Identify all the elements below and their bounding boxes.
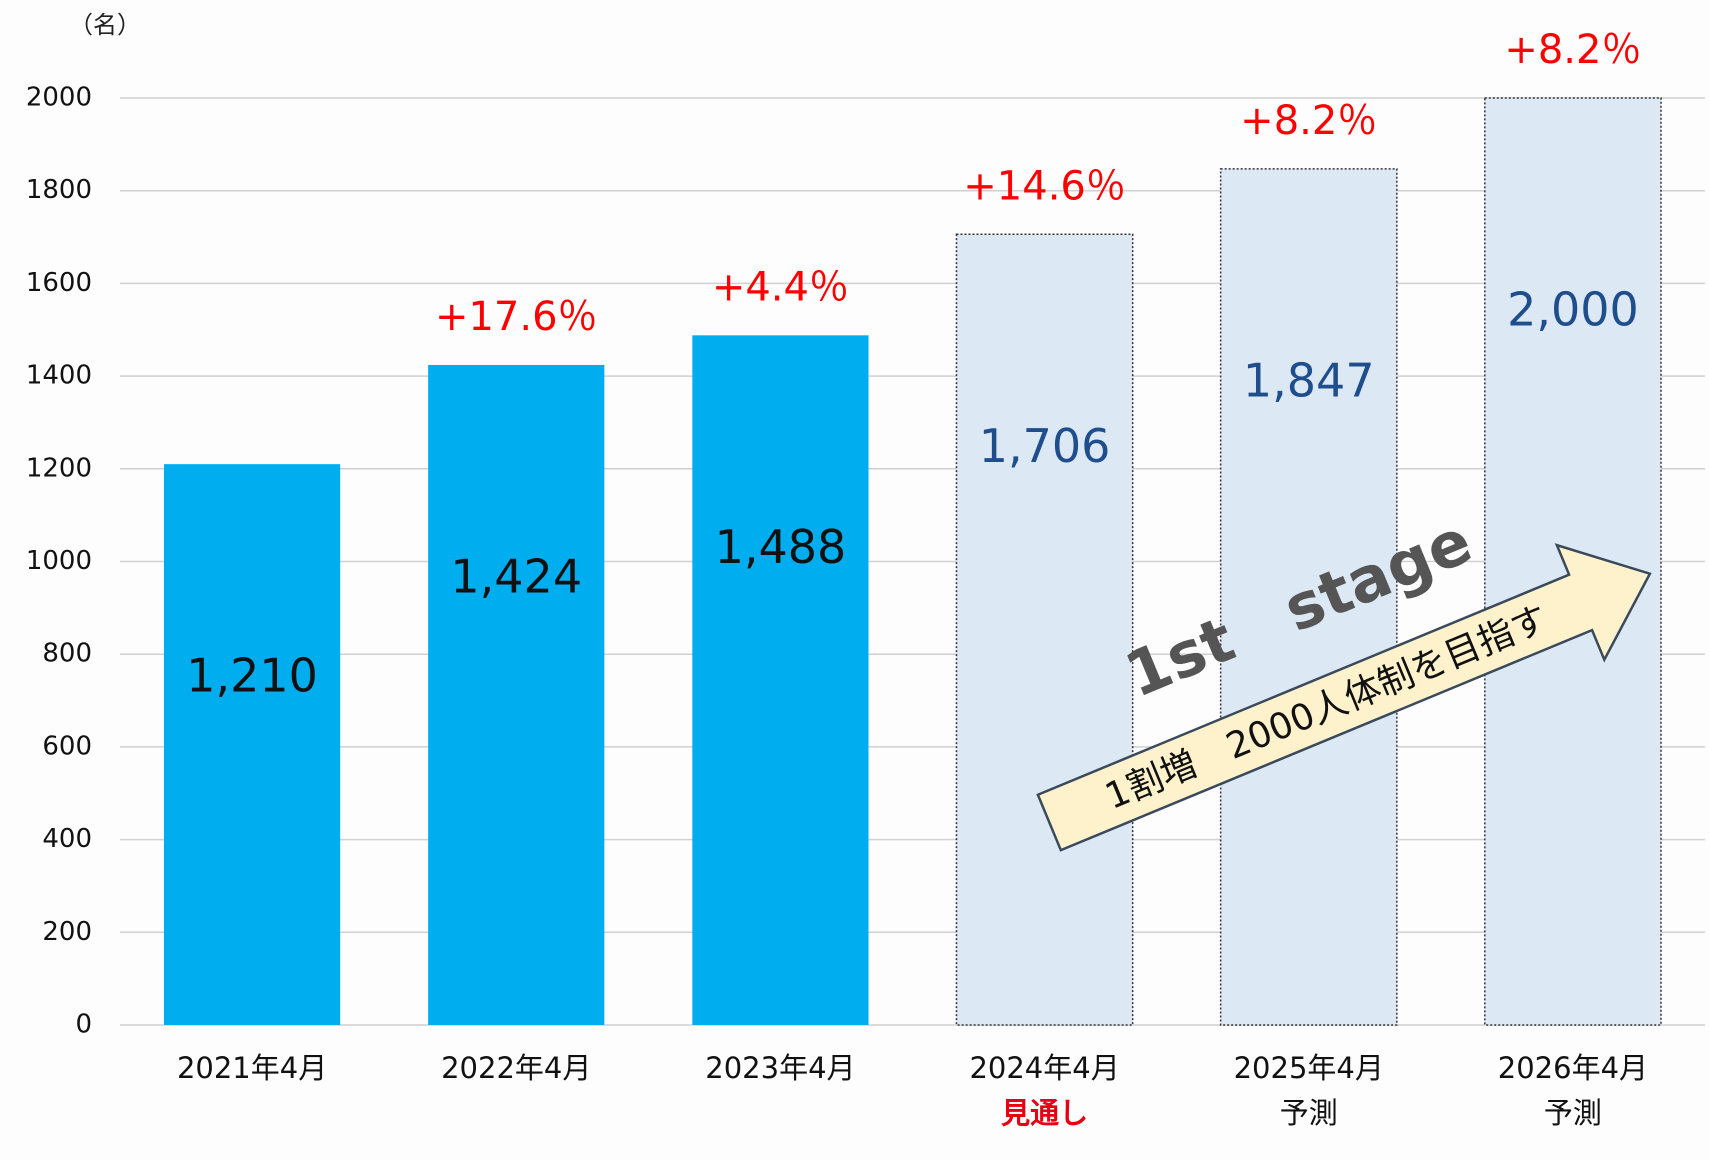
x-tick-label: 2024年4月: [969, 1051, 1119, 1085]
y-tick-label: 1000: [26, 546, 92, 576]
value-label: 1,847: [1243, 353, 1375, 407]
x-tick-note: 予測: [1280, 1096, 1338, 1130]
value-label: 2,000: [1507, 283, 1639, 337]
y-tick-label: 1600: [26, 268, 92, 298]
y-tick-label: 1200: [26, 453, 92, 483]
bar: [163, 464, 341, 1025]
unit-label: （名）: [69, 11, 141, 39]
growth-label: +8.2％: [1240, 98, 1377, 144]
growth-label: +8.2％: [1504, 27, 1641, 73]
x-tick-label: 2021年4月: [177, 1051, 327, 1085]
y-tick-label: 1400: [26, 361, 92, 391]
arrow-shape: [1036, 543, 1652, 852]
y-tick-label: 800: [42, 639, 92, 669]
value-label: 1,488: [715, 520, 847, 574]
x-tick-note: 見通し: [1001, 1096, 1088, 1130]
bar: [955, 233, 1134, 1026]
bar: [1484, 97, 1662, 1026]
y-tick-label: 2000: [26, 83, 92, 113]
value-label: 1,210: [186, 649, 318, 703]
value-label: 1,706: [979, 419, 1111, 473]
x-tick-label: 2023年4月: [705, 1051, 855, 1085]
x-tick-label: 2025年4月: [1234, 1051, 1384, 1085]
y-tick-label: 400: [42, 824, 92, 854]
growth-label: +14.6％: [963, 163, 1126, 209]
x-tick-label: 2026年4月: [1498, 1051, 1648, 1085]
growth-label: +4.4％: [712, 264, 849, 310]
bar: [428, 364, 605, 1025]
plot: 0 200 400 600 800 1000 1200 1400 1600 1800 2000 202…: [26, 27, 1705, 1130]
x-tick-note: 予測: [1544, 1096, 1602, 1130]
bar: [1219, 168, 1398, 1026]
x-tick-label: 2022年4月: [441, 1051, 591, 1085]
bar: [692, 335, 869, 1025]
value-label: 1,424: [450, 549, 582, 603]
y-tick-label: 0: [75, 1010, 92, 1040]
y-tick-label: 200: [42, 917, 92, 947]
y-tick-label: 600: [42, 731, 92, 761]
growth-label: +17.6％: [435, 294, 598, 340]
y-tick-label: 1800: [26, 175, 92, 205]
